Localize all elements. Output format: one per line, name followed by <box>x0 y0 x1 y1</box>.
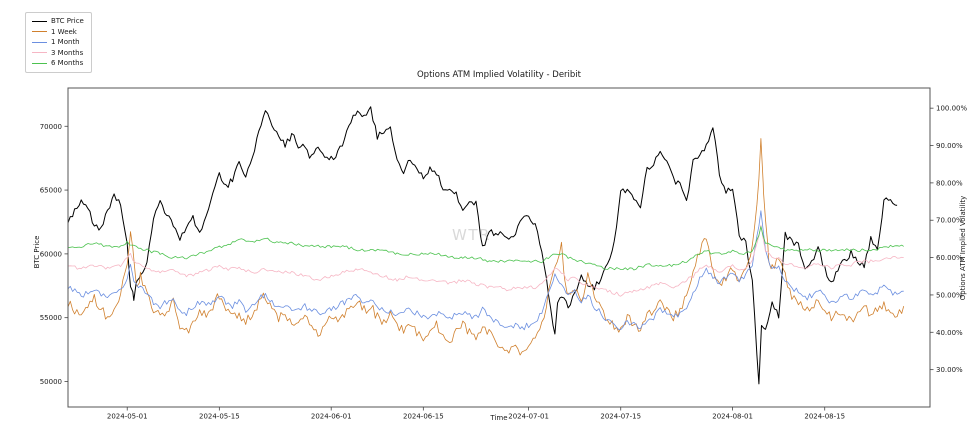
right-y-tick-label: 80.00% <box>936 179 963 187</box>
legend: BTC Price 1 Week 1 Month 3 Months 6 Months <box>25 12 92 73</box>
left-y-tick-label: 70000 <box>40 123 62 131</box>
chart-title: Options ATM Implied Volatility - Deribit <box>416 70 581 80</box>
x-tick-label: 2024-05-01 <box>107 413 148 421</box>
legend-line-swatch <box>32 41 47 43</box>
x-tick-label: 2024-08-15 <box>804 413 845 421</box>
series-1-week <box>68 138 905 356</box>
left-y-tick-label: 50000 <box>40 378 62 386</box>
series-1-month <box>68 210 904 331</box>
right-axis-label: Options ATM Implied Volatility <box>959 195 967 301</box>
plot-border <box>67 87 931 408</box>
legend-label: 3 Months <box>51 48 84 57</box>
series-3-months <box>68 224 904 297</box>
right-y-tick-label: 70.00% <box>936 217 963 225</box>
right-y-tick-label: 90.00% <box>936 142 963 150</box>
right-y-tick-label: 30.00% <box>936 366 963 374</box>
x-tick-label: 2024-06-01 <box>311 413 352 421</box>
legend-item: BTC Price <box>32 16 84 27</box>
series-6-months <box>68 226 904 271</box>
legend-item: 6 Months <box>32 58 84 69</box>
legend-line-swatch <box>32 62 47 64</box>
legend-label: 1 Week <box>51 27 77 36</box>
legend-label: BTC Price <box>51 17 84 26</box>
left-axis-label: BTC Price <box>33 235 41 269</box>
x-tick-label: 2024-05-15 <box>199 413 240 421</box>
x-tick-label: 2024-06-15 <box>403 413 444 421</box>
right-y-tick-label: 50.00% <box>936 291 963 299</box>
legend-label: 6 Months <box>51 59 84 68</box>
right-y-tick-label: 40.00% <box>936 329 963 337</box>
legend-item: 1 Week <box>32 27 84 38</box>
series-btc-price <box>68 106 898 385</box>
legend-line-swatch <box>32 20 47 22</box>
x-axis-label: Time <box>490 414 508 422</box>
legend-item: 3 Months <box>32 48 84 59</box>
legend-label: 1 Month <box>51 38 80 47</box>
legend-line-swatch <box>32 52 47 54</box>
x-tick-label: 2024-07-01 <box>508 413 549 421</box>
x-tick-label: 2024-08-01 <box>712 413 753 421</box>
left-y-tick-label: 65000 <box>40 187 62 195</box>
x-tick-label: 2024-07-15 <box>600 413 641 421</box>
left-y-tick-label: 60000 <box>40 250 62 258</box>
left-y-tick-label: 55000 <box>40 314 62 322</box>
right-y-tick-label: 60.00% <box>936 254 963 262</box>
legend-line-swatch <box>32 31 47 33</box>
right-y-tick-label: 100.00% <box>936 105 967 113</box>
legend-item: 1 Month <box>32 37 84 48</box>
